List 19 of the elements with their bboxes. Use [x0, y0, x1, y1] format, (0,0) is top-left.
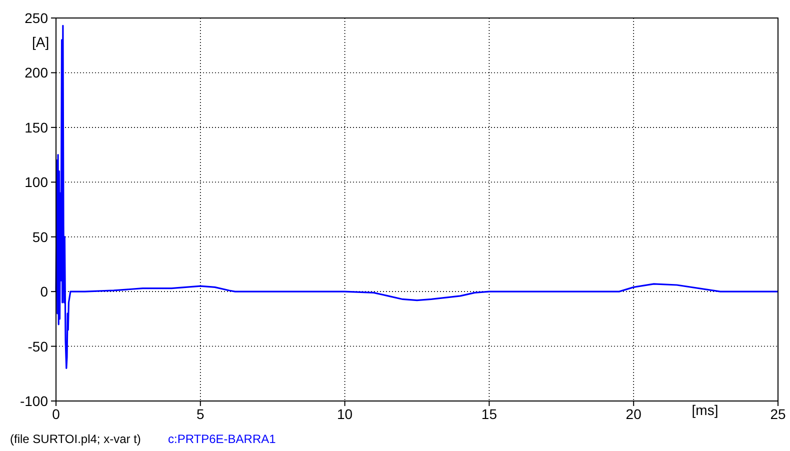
y-tick-label: 250 — [24, 10, 48, 26]
x-tick-label: 10 — [337, 406, 353, 422]
x-tick-label: 25 — [770, 406, 786, 422]
x-tick-label: 0 — [52, 406, 60, 422]
y-tick-label: 50 — [32, 228, 48, 245]
text: (file SURTOI.pl4; x-var t) — [10, 432, 141, 446]
y-axis-title: [A] — [32, 34, 50, 50]
y-tick-label: 100 — [24, 174, 48, 190]
y-tick-label: -100 — [20, 393, 48, 409]
x-tick-label: 15 — [481, 406, 498, 422]
y-tick-label: 200 — [24, 64, 48, 81]
x-axis-title: [ms] — [692, 402, 718, 418]
y-tick-label: 0 — [40, 284, 48, 300]
line-series — [55, 24, 779, 369]
x-tick-label: 5 — [196, 406, 204, 422]
y-tick-label: -50 — [28, 338, 48, 354]
y-tick-label: 150 — [24, 119, 48, 136]
text: c:PRTP6E-BARRA1 — [168, 432, 276, 446]
x-tick-label: 20 — [626, 406, 642, 422]
